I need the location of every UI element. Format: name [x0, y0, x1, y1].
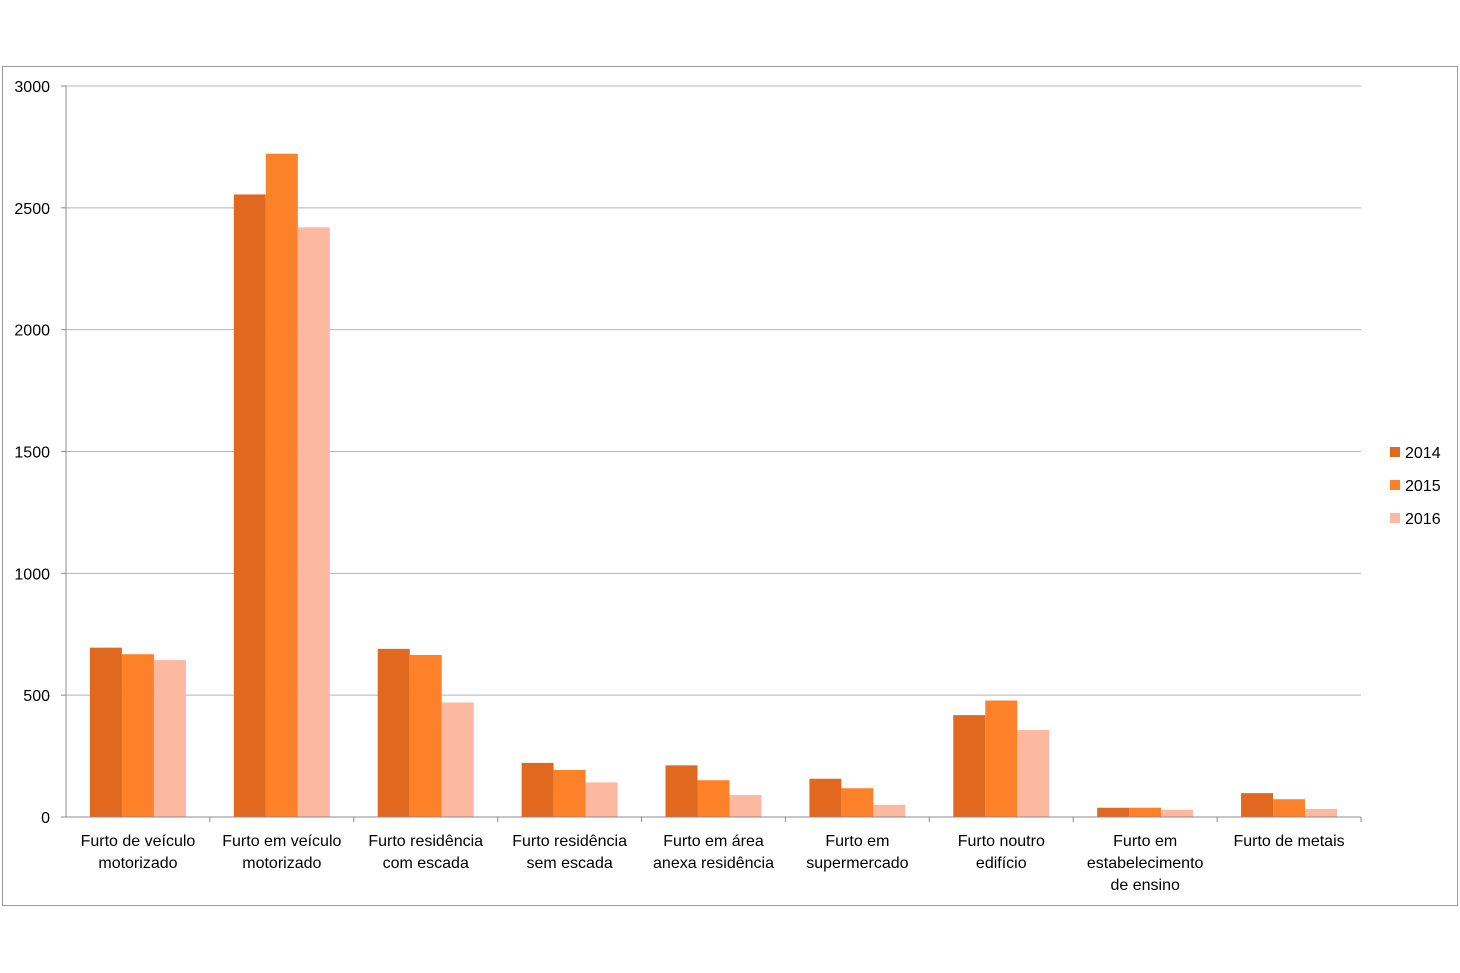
bar-2016 [297, 227, 330, 817]
x-tick-label: Furto residência sem escada [512, 833, 627, 872]
bar-2016 [153, 660, 186, 817]
bar-2015 [121, 654, 154, 817]
y-tick-label: 1000 [14, 566, 50, 583]
bar-2014 [809, 778, 842, 817]
bar-2016 [1161, 809, 1194, 817]
legend-swatch-2015 [1390, 480, 1400, 490]
y-tick-label: 500 [23, 688, 50, 705]
legend-swatch-2014 [1390, 447, 1400, 457]
x-tick-label: Furto em veículo motorizado [222, 833, 341, 872]
bar-2014 [665, 765, 698, 817]
x-tick-label: Furto de veículo motorizado [81, 833, 196, 872]
chart-frame [2, 66, 1458, 906]
x-tick-label: Furto residência com escada [368, 833, 483, 872]
bar-2014 [521, 762, 554, 817]
legend: 2014 2015 2016 [1390, 445, 1441, 528]
bar-2015 [985, 700, 1018, 817]
bar-2015 [841, 788, 874, 817]
x-tick-label: Furto em estabelecimento de ensino [1087, 833, 1204, 894]
legend-label-2014: 2014 [1405, 445, 1441, 462]
legend-swatch-2016 [1390, 513, 1400, 523]
x-tick-label: Furto de metais [1233, 833, 1344, 850]
bar-2016 [873, 804, 906, 817]
bar-2016 [1017, 730, 1050, 817]
y-axis: 0 500 1000 1500 2000 2500 3000 [14, 79, 67, 827]
bar-2014 [1097, 807, 1130, 817]
x-axis: Furto de veículo motorizado Furto em veícu… [66, 816, 1362, 894]
bar-2015 [697, 780, 730, 817]
legend-label-2016: 2016 [1405, 511, 1441, 528]
bar-2014 [89, 647, 122, 817]
x-tick-label: Furto noutro edifício [958, 833, 1045, 872]
bar-2016 [1305, 808, 1338, 817]
bars [89, 153, 1338, 818]
bar-2016 [729, 795, 762, 817]
y-tick-label: 2500 [14, 201, 50, 218]
bar-2015 [553, 769, 586, 817]
bar-2015 [265, 153, 298, 818]
bar-2014 [953, 715, 986, 817]
bar-2015 [409, 654, 442, 817]
bar-2014 [233, 194, 266, 818]
y-tick-label: 0 [41, 810, 50, 827]
x-tick-label: Furto em supermercado [806, 833, 908, 872]
legend-label-2015: 2015 [1405, 478, 1441, 495]
bar-2015 [1273, 799, 1306, 817]
bar-2016 [585, 782, 618, 817]
bar-2014 [377, 648, 410, 817]
bar-2016 [441, 702, 474, 817]
bar-2014 [1241, 793, 1274, 817]
bar-2015 [1129, 807, 1162, 817]
y-tick-label: 2000 [14, 323, 50, 340]
x-tick-label: Furto em área anexa residência [653, 833, 774, 872]
y-tick-label: 1500 [14, 445, 50, 462]
y-tick-label: 3000 [14, 79, 50, 96]
